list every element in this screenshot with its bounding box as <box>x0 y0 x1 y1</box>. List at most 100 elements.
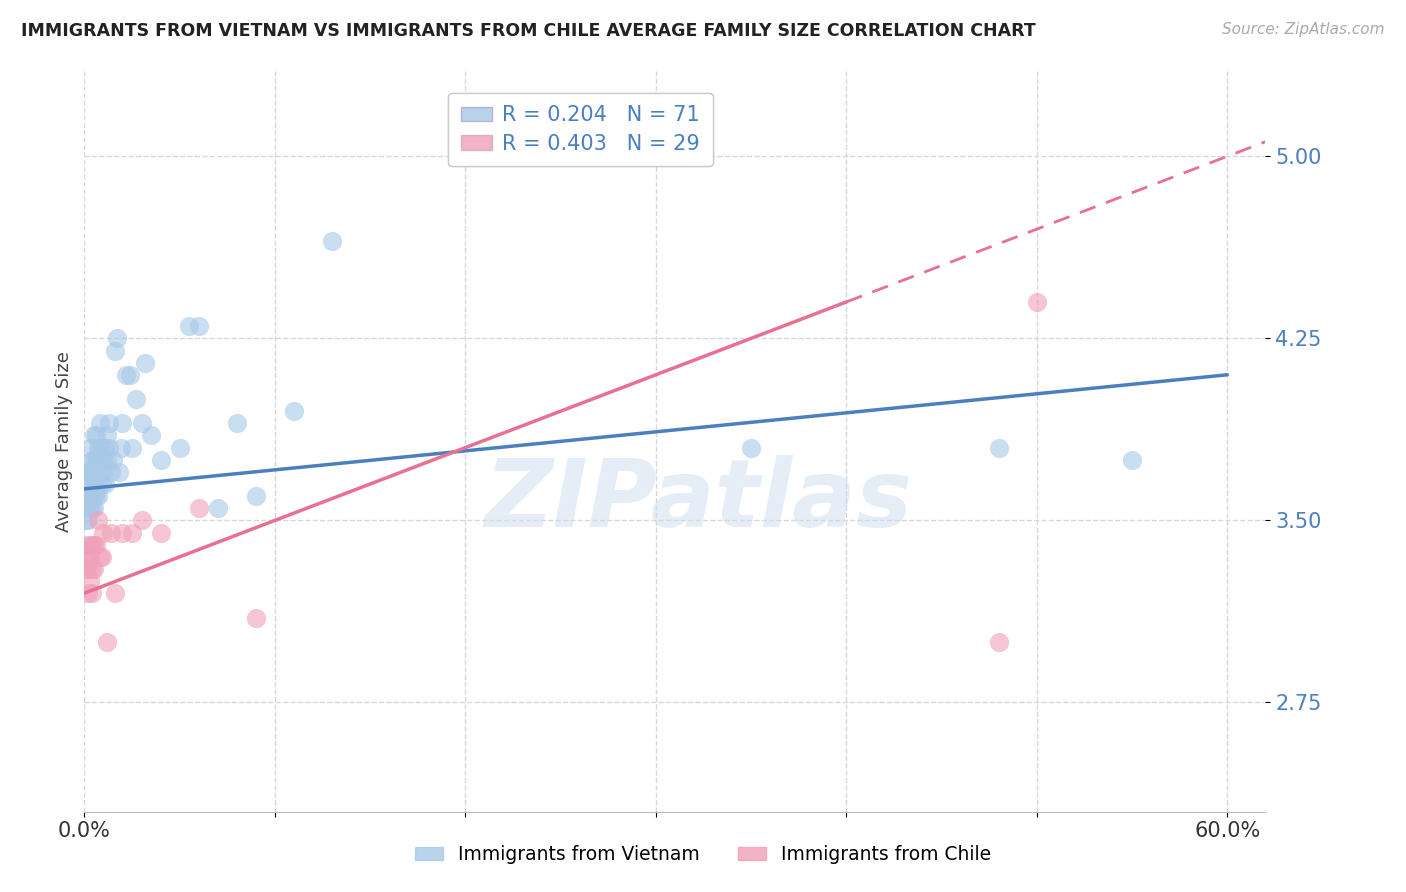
Point <box>321 234 343 248</box>
Point <box>101 452 124 467</box>
Point <box>80 501 103 516</box>
Point <box>93 525 115 540</box>
Point <box>77 549 100 564</box>
Point <box>149 525 172 540</box>
Point <box>100 465 122 479</box>
Point <box>89 465 111 479</box>
Text: Source: ZipAtlas.com: Source: ZipAtlas.com <box>1222 22 1385 37</box>
Point <box>987 441 1010 455</box>
Point <box>80 465 103 479</box>
Point <box>79 477 101 491</box>
Point <box>1025 295 1047 310</box>
Point <box>131 513 153 527</box>
Point <box>89 452 111 467</box>
Point <box>96 452 118 467</box>
Point <box>740 441 762 455</box>
Point <box>79 538 101 552</box>
Point <box>79 489 101 503</box>
Point <box>86 513 108 527</box>
Point <box>94 477 117 491</box>
Point <box>84 489 107 503</box>
Point <box>131 417 153 431</box>
Point <box>80 586 103 600</box>
Point <box>96 635 118 649</box>
Text: ZIPatlas: ZIPatlas <box>485 455 912 547</box>
Point <box>77 562 100 576</box>
Point <box>84 452 107 467</box>
Point <box>107 465 129 479</box>
Point <box>80 452 103 467</box>
Point <box>77 489 100 503</box>
Point <box>80 489 103 503</box>
Point <box>90 549 112 564</box>
Point <box>94 441 117 455</box>
Point <box>111 417 134 431</box>
Point <box>104 586 127 600</box>
Point <box>115 368 138 382</box>
Point <box>98 441 121 455</box>
Point <box>179 319 201 334</box>
Y-axis label: Average Family Size: Average Family Size <box>55 351 73 532</box>
Point <box>104 343 127 358</box>
Point <box>83 538 105 552</box>
Point <box>83 489 105 503</box>
Point <box>77 465 100 479</box>
Point <box>98 417 121 431</box>
Point <box>245 489 267 503</box>
Point <box>207 501 229 516</box>
Point <box>100 525 122 540</box>
Point <box>987 635 1010 649</box>
Point <box>79 549 101 564</box>
Point <box>225 417 247 431</box>
Point <box>169 441 191 455</box>
Point <box>75 501 97 516</box>
Point <box>84 477 107 491</box>
Point <box>79 501 101 516</box>
Point <box>139 428 162 442</box>
Point <box>93 465 115 479</box>
Point <box>77 477 100 491</box>
Point <box>79 441 101 455</box>
Point <box>90 441 112 455</box>
Point <box>96 428 118 442</box>
Point <box>89 441 111 455</box>
Legend: Immigrants from Vietnam, Immigrants from Chile: Immigrants from Vietnam, Immigrants from… <box>406 836 1000 873</box>
Point <box>93 452 115 467</box>
Point <box>86 489 108 503</box>
Point <box>283 404 305 418</box>
Point <box>77 513 100 527</box>
Point <box>83 428 105 442</box>
Point <box>86 477 108 491</box>
Point <box>89 549 111 564</box>
Point <box>187 501 209 516</box>
Point <box>75 538 97 552</box>
Point <box>83 452 105 467</box>
Point <box>80 562 103 576</box>
Point <box>111 525 134 540</box>
Point <box>89 417 111 431</box>
Legend: R = 0.204   N = 71, R = 0.403   N = 29: R = 0.204 N = 71, R = 0.403 N = 29 <box>449 93 713 166</box>
Point <box>110 441 132 455</box>
Point <box>90 452 112 467</box>
Point <box>84 538 107 552</box>
Point <box>83 477 105 491</box>
Point <box>84 428 107 442</box>
Point <box>245 610 267 624</box>
Point <box>90 477 112 491</box>
Point <box>86 441 108 455</box>
Point <box>75 513 97 527</box>
Point <box>77 586 100 600</box>
Point <box>83 465 105 479</box>
Point <box>79 574 101 588</box>
Point <box>125 392 148 406</box>
Point <box>79 465 101 479</box>
Point <box>80 538 103 552</box>
Point <box>134 356 156 370</box>
Point <box>121 525 143 540</box>
Point <box>149 452 172 467</box>
Point <box>75 549 97 564</box>
Point <box>105 331 128 345</box>
Point <box>1121 452 1143 467</box>
Point <box>86 452 108 467</box>
Point <box>75 562 97 576</box>
